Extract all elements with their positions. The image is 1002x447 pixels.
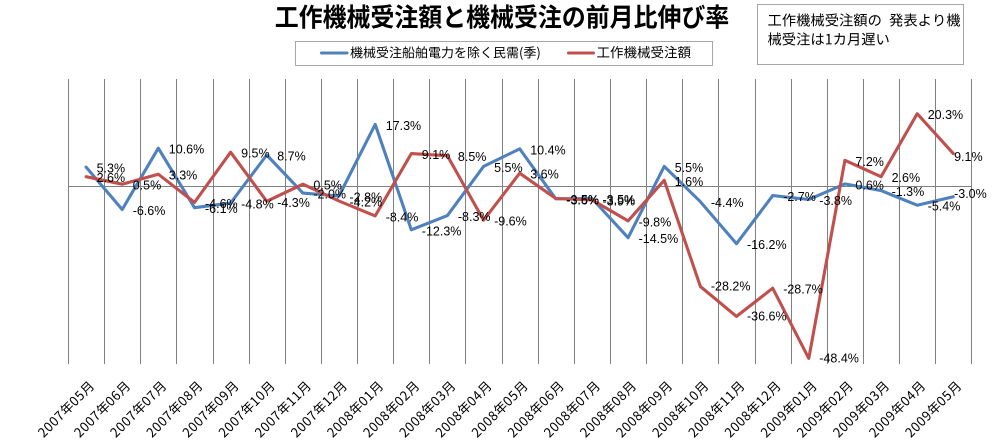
svg-text:-3.0%: -3.0% [954,187,987,201]
svg-text:-48.4%: -48.4% [819,352,859,366]
svg-text:3.3%: 3.3% [169,169,198,183]
svg-text:5.3%: 5.3% [97,162,126,176]
svg-text:8.5%: 8.5% [458,150,487,164]
svg-text:8.7%: 8.7% [277,150,306,164]
svg-text:-12.3%: -12.3% [422,224,462,238]
svg-text:-4.6%: -4.6% [205,197,238,211]
svg-text:-3.5%: -3.5% [566,193,599,207]
svg-text:-36.6%: -36.6% [747,310,787,324]
svg-text:-2.0%: -2.0% [313,188,346,202]
svg-text:-3.6%: -3.6% [566,193,599,207]
svg-text:-16.2%: -16.2% [747,238,787,252]
svg-text:-8.4%: -8.4% [386,210,419,224]
svg-text:2.6%: 2.6% [97,171,126,185]
svg-text:2.6%: 2.6% [892,171,921,185]
svg-text:-3.9%: -3.9% [603,194,636,208]
svg-text:-2.7%: -2.7% [783,190,816,204]
svg-text:-28.7%: -28.7% [783,283,823,297]
svg-text:-2.8%: -2.8% [350,191,383,205]
svg-text:-4.4%: -4.4% [711,196,744,210]
svg-text:-6.1%: -6.1% [205,202,238,216]
svg-text:5.5%: 5.5% [494,161,522,175]
svg-text:9.1%: 9.1% [422,148,451,162]
svg-text:0.5%: 0.5% [133,179,162,193]
svg-text:-5.4%: -5.4% [928,200,961,214]
svg-text:1.6%: 1.6% [675,175,704,189]
svg-text:-6.6%: -6.6% [133,204,166,218]
svg-text:3.6%: 3.6% [530,168,559,182]
svg-text:5.5%: 5.5% [675,161,704,175]
svg-text:9.1%: 9.1% [954,150,983,164]
svg-text:-14.5%: -14.5% [639,232,679,246]
svg-text:0.5%: 0.5% [313,179,342,193]
svg-text:10.6%: 10.6% [169,143,204,157]
svg-text:-1.3%: -1.3% [892,185,925,199]
svg-text:10.4%: 10.4% [530,143,565,157]
svg-text:-4.3%: -4.3% [277,196,310,210]
svg-text:20.3%: 20.3% [928,108,963,122]
svg-text:7.2%: 7.2% [855,155,884,169]
svg-text:-9.6%: -9.6% [494,215,527,229]
svg-text:-3.5%: -3.5% [603,193,636,207]
svg-text:0.6%: 0.6% [855,178,884,192]
svg-text:-28.2%: -28.2% [711,280,751,294]
svg-text:17.3%: 17.3% [386,119,421,133]
svg-text:-4.2%: -4.2% [350,196,383,210]
svg-text:-3.8%: -3.8% [819,194,852,208]
svg-text:9.5%: 9.5% [241,147,270,161]
svg-text:-8.3%: -8.3% [458,210,491,224]
svg-text:-9.8%: -9.8% [639,215,672,229]
svg-text:-4.8%: -4.8% [241,198,274,212]
